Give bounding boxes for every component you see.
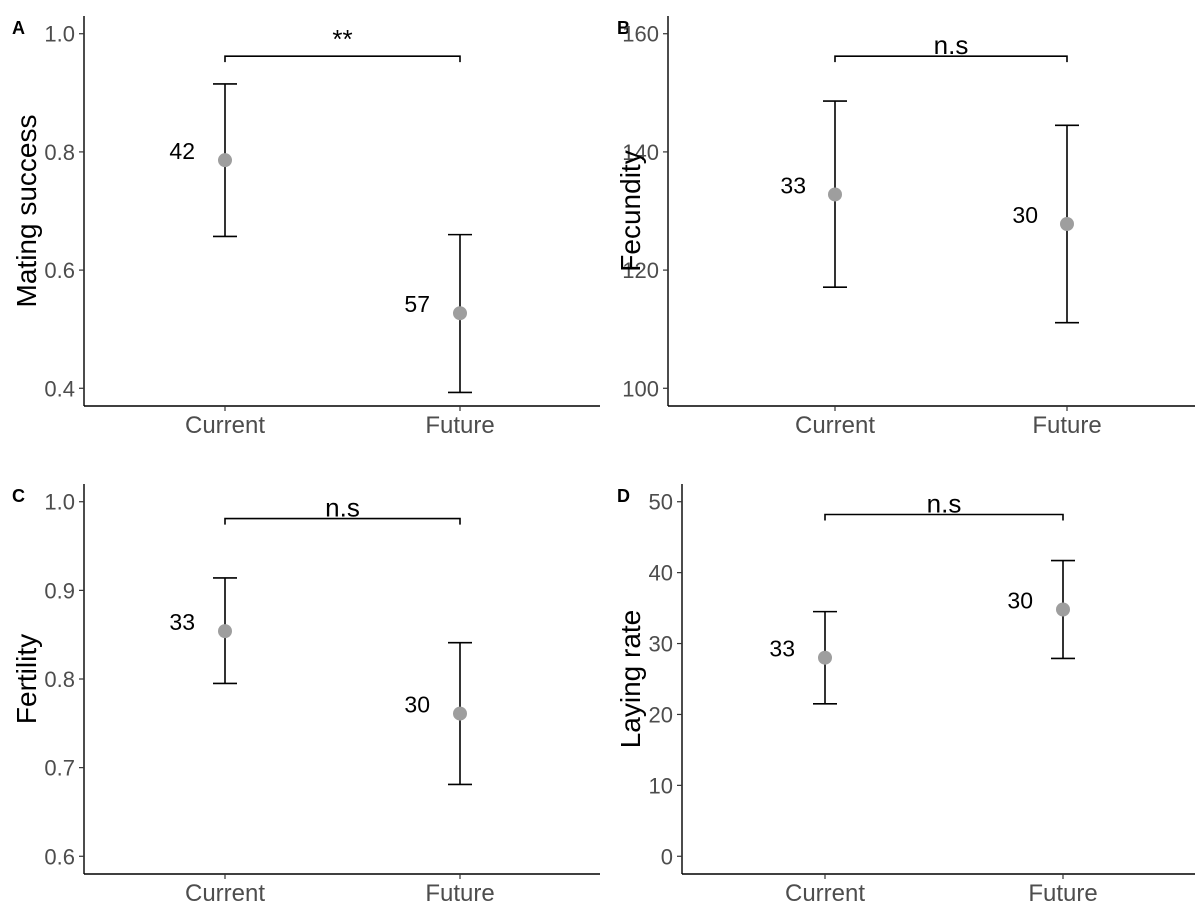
mean-point: [1056, 602, 1070, 617]
x-tick-label: Current: [185, 412, 265, 439]
y-tick-label: 50: [649, 490, 673, 515]
y-tick-label: 0.6: [44, 844, 75, 869]
mean-point: [218, 153, 232, 168]
mean-point: [218, 624, 232, 639]
mean-point: [1060, 217, 1074, 231]
panel-letter-c: C: [12, 486, 25, 506]
x-tick-label: Future: [1032, 412, 1101, 439]
y-tick-label: 20: [649, 702, 673, 727]
mean-point: [818, 650, 832, 665]
x-tick-label: Current: [795, 412, 875, 439]
sample-size-label: 33: [780, 172, 806, 198]
y-tick-label: 1.0: [44, 22, 75, 47]
y-tick-label: 0: [661, 844, 673, 869]
sample-size-label: 30: [1012, 202, 1038, 228]
significance-label: **: [332, 24, 352, 54]
y-tick-label: 140: [622, 140, 659, 165]
y-axis-title: Fertility: [11, 634, 42, 724]
mean-point: [453, 306, 467, 321]
sample-size-label: 30: [1007, 588, 1033, 614]
y-axis-title: Mating success: [11, 115, 42, 308]
y-tick-label: 0.8: [44, 140, 75, 165]
mean-point: [453, 706, 467, 721]
x-tick-label: Future: [425, 880, 494, 906]
y-tick-label: 100: [622, 376, 659, 401]
significance-label: n.s: [927, 488, 962, 518]
sample-size-label: 42: [169, 138, 195, 164]
y-tick-label: 0.4: [44, 376, 75, 401]
y-tick-label: 0.7: [44, 756, 75, 781]
y-tick-label: 0.8: [44, 667, 75, 692]
x-tick-label: Current: [185, 880, 265, 906]
y-tick-label: 0.9: [44, 578, 75, 603]
significance-label: n.s: [934, 30, 969, 60]
significance-bracket: [224, 517, 461, 525]
x-tick-label: Future: [1028, 880, 1097, 906]
panel-letter-d: D: [617, 486, 630, 506]
sample-size-label: 30: [404, 692, 430, 718]
significance-bracket: [824, 513, 1064, 521]
y-tick-label: 40: [649, 561, 673, 586]
significance-bracket: [834, 55, 1068, 63]
sample-size-label: 33: [169, 609, 195, 635]
y-tick-label: 1.0: [44, 490, 75, 515]
y-tick-label: 10: [649, 773, 673, 798]
y-tick-label: 120: [622, 258, 659, 283]
y-axis-title: Laying rate: [615, 610, 646, 749]
y-axis-title: Fecundity: [615, 150, 646, 271]
sample-size-label: 33: [769, 636, 795, 662]
panel-letter-b: B: [617, 18, 630, 38]
x-tick-label: Current: [785, 880, 865, 906]
y-tick-label: 160: [622, 22, 659, 47]
sample-size-label: 57: [404, 291, 430, 317]
significance-label: n.s: [325, 493, 360, 523]
significance-bracket: [224, 55, 461, 63]
mean-point: [828, 187, 842, 202]
x-tick-label: Future: [425, 412, 494, 439]
y-tick-label: 0.6: [44, 258, 75, 283]
y-tick-label: 30: [649, 632, 673, 657]
panel-letter-a: A: [12, 18, 25, 38]
